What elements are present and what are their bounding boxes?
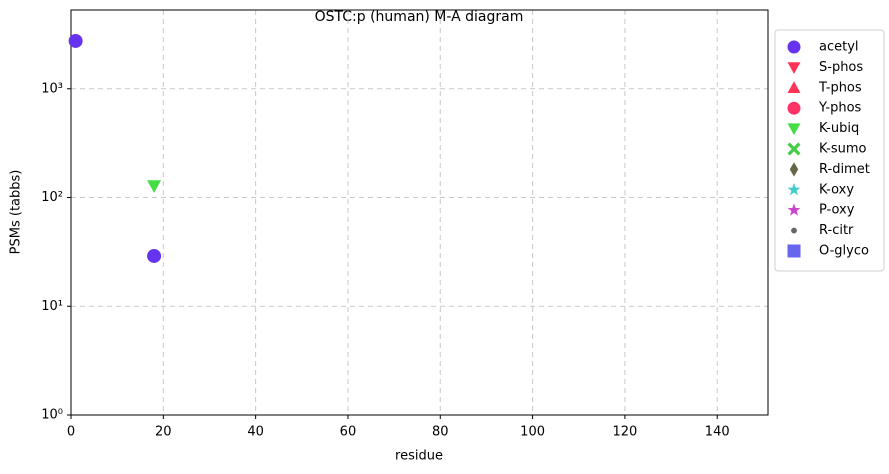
legend-label: Y-phos xyxy=(818,101,862,116)
x-tick-label: 0 xyxy=(67,425,75,440)
x-tick-label: 20 xyxy=(155,425,172,440)
y-tick-label: 10¹ xyxy=(41,299,63,314)
x-tick-label: 120 xyxy=(612,425,637,440)
legend-label: K-sumo xyxy=(819,142,867,157)
y-tick-label: 10³ xyxy=(41,81,63,96)
x-tick-label: 100 xyxy=(520,425,545,440)
y-tick-label: 10⁰ xyxy=(41,408,63,423)
legend-label: acetyl xyxy=(819,40,859,55)
legend-marker xyxy=(787,182,801,196)
legend-label: R-citr xyxy=(819,223,854,238)
legend-marker xyxy=(787,40,801,54)
plot-frame xyxy=(70,9,769,416)
legend-marker xyxy=(787,142,801,156)
data-point xyxy=(147,180,162,193)
x-tick-label: 80 xyxy=(432,425,449,440)
legend-label: R-dimet xyxy=(819,162,870,177)
chart-title: OSTC:p (human) M-A diagram xyxy=(315,9,524,25)
legend-marker xyxy=(791,227,797,234)
x-tick-label: 40 xyxy=(247,425,264,440)
legend-label: O-glyco xyxy=(819,244,869,259)
legend-label: K-oxy xyxy=(819,182,854,197)
y-tick-label: 10² xyxy=(41,190,63,205)
legend-marker xyxy=(789,162,799,177)
legend-marker xyxy=(787,81,801,93)
x-tick-label: 140 xyxy=(705,425,730,440)
legend-marker xyxy=(787,244,801,258)
legend-marker xyxy=(787,62,801,74)
legend-marker xyxy=(787,101,801,115)
legend-box xyxy=(774,29,885,272)
legend-label: T-phos xyxy=(818,80,862,95)
y-axis-label: PSMs (tabbs) xyxy=(9,170,24,255)
legend-label: K-ubiq xyxy=(819,121,859,136)
data-point xyxy=(68,33,83,48)
x-axis-label: residue xyxy=(395,449,443,464)
legend-label: P-oxy xyxy=(819,203,855,218)
legend-label: S-phos xyxy=(819,60,863,75)
data-point xyxy=(147,248,162,263)
legend-marker xyxy=(787,123,801,136)
x-tick-label: 60 xyxy=(340,425,357,440)
legend-marker xyxy=(787,203,801,216)
